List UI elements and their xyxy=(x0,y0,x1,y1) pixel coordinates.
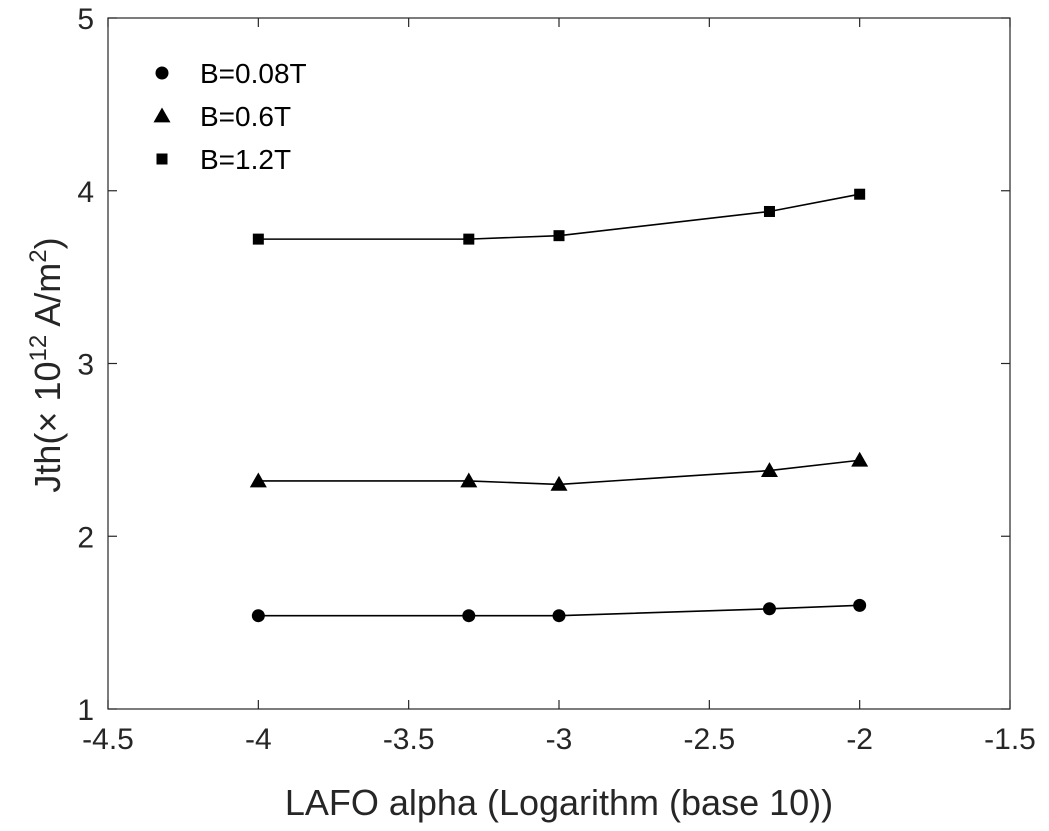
series-layer xyxy=(249,188,869,623)
data-point xyxy=(249,472,267,488)
y-tick-label: 3 xyxy=(77,349,94,382)
data-point xyxy=(851,451,869,467)
y-tick-labels: 1 2 3 4 5 xyxy=(77,3,94,727)
series-circle xyxy=(251,598,867,623)
y-tick-label: 1 xyxy=(77,694,94,727)
data-point xyxy=(460,472,478,488)
data-point xyxy=(762,602,776,616)
legend-entry: B=0.6T xyxy=(153,101,291,132)
x-tick-label: -2.5 xyxy=(683,723,735,756)
data-point xyxy=(462,609,476,623)
legend: B=0.08T B=0.6T B=1.2T xyxy=(153,58,307,175)
y-tick-label: 5 xyxy=(77,3,94,36)
legend-entry: B=1.2T xyxy=(156,144,291,175)
data-point xyxy=(760,462,778,477)
data-point xyxy=(854,188,866,200)
legend-marker xyxy=(155,66,169,80)
data-point xyxy=(463,233,475,245)
data-point xyxy=(553,230,565,242)
x-tick-label: -1.5 xyxy=(984,723,1036,756)
x-axis-title: LAFO alpha (Logarithm (base 10)) xyxy=(285,782,833,823)
legend-entry: B=0.08T xyxy=(155,58,307,89)
data-point xyxy=(251,609,265,623)
y-axis-title: Jth(× 1012 A/m2) xyxy=(25,237,68,492)
x-tick-label: -4.5 xyxy=(82,723,134,756)
legend-marker xyxy=(153,107,171,123)
data-point xyxy=(550,475,568,491)
legend-marker xyxy=(156,153,168,165)
series-triangle xyxy=(249,451,869,491)
plot-area xyxy=(107,17,1011,710)
axis-ticks xyxy=(107,17,1011,710)
x-tick-label: -4 xyxy=(245,723,272,756)
x-tick-labels: -4.5 -4 -3.5 -3 -2.5 -2 -1.5 xyxy=(82,723,1036,756)
data-point xyxy=(853,598,867,612)
data-point xyxy=(252,233,264,245)
y-tick-label: 4 xyxy=(77,176,94,209)
legend-label: B=1.2T xyxy=(200,144,291,175)
y-tick-label: 2 xyxy=(77,521,94,554)
data-point xyxy=(763,205,775,217)
legend-label: B=0.6T xyxy=(200,101,291,132)
x-tick-label: -3.5 xyxy=(383,723,435,756)
legend-label: B=0.08T xyxy=(200,58,307,89)
data-point xyxy=(552,609,566,623)
x-tick-label: -3 xyxy=(546,723,573,756)
x-tick-label: -2 xyxy=(846,723,873,756)
series-square xyxy=(252,188,866,245)
